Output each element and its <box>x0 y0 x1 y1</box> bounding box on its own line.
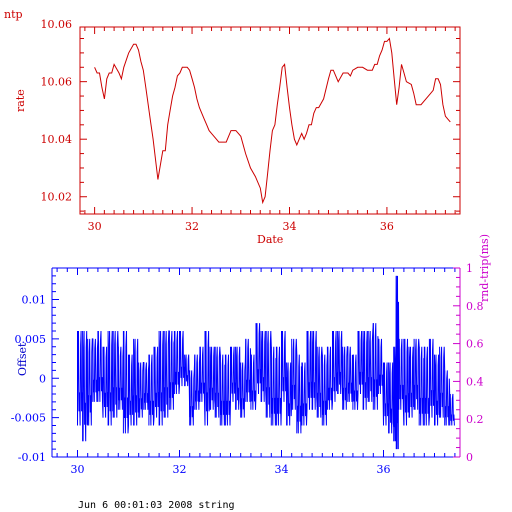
bottom-y2-tick-label: 0.6 <box>466 338 484 351</box>
bottom-x-tick-label: 32 <box>173 463 187 476</box>
bottom-y2-tick-label: 1 <box>466 262 473 275</box>
footer-timestamp: Jun 6 00:01:03 2008 string <box>78 500 235 511</box>
top-y-axis-title: rate <box>14 89 27 112</box>
bottom-y-tick-label: 0.01 <box>22 294 47 307</box>
bottom-y-tick-label: 0 <box>39 372 46 385</box>
rate-chart: 30 32 34 36 10.02 10.04 10.06 10.06 <box>41 18 461 233</box>
bottom-x-tick-label: 36 <box>377 463 391 476</box>
top-x-tick-label: 36 <box>380 220 394 233</box>
chart-title: ntp <box>4 8 23 21</box>
top-y-tick-label: 10.06 <box>41 76 73 89</box>
offset-series-line <box>77 275 455 450</box>
top-x-tick-label: 32 <box>185 220 199 233</box>
top-y-tick-label: 10.04 <box>41 133 73 146</box>
bottom-y2-tick-label: 0.8 <box>466 300 484 313</box>
bottom-y-tick-label: -0.005 <box>11 412 46 425</box>
top-x-axis-title: Date <box>257 233 284 246</box>
bottom-y2-tick-label: 0.2 <box>466 413 484 426</box>
rate-series-line <box>94 37 451 205</box>
bottom-x-tick-label: 34 <box>275 463 289 476</box>
top-y-tick-label: 10.02 <box>41 191 73 204</box>
bottom-y-tick-label: -0.01 <box>18 451 46 464</box>
bottom-y2-tick-label: 0 <box>466 451 473 464</box>
top-plot-frame <box>79 26 461 215</box>
bottom-y2-axis-title: rnd-trip(ms) <box>478 234 491 302</box>
top-x-tick-label: 34 <box>282 220 296 233</box>
top-x-tick-label: 30 <box>88 220 102 233</box>
bottom-x-tick-label: 30 <box>71 463 85 476</box>
bottom-y-axis-title: Offset <box>16 342 29 376</box>
offset-chart: 30 32 34 36 -0.01 -0.005 0 0.005 0.01 0 0.2 0.4 0.6 0… <box>11 262 484 476</box>
bottom-y-tick-label: 0.005 <box>15 333 47 346</box>
bottom-y2-tick-label: 0.4 <box>466 375 484 388</box>
top-y-tick-label: 10.06 <box>41 18 73 31</box>
